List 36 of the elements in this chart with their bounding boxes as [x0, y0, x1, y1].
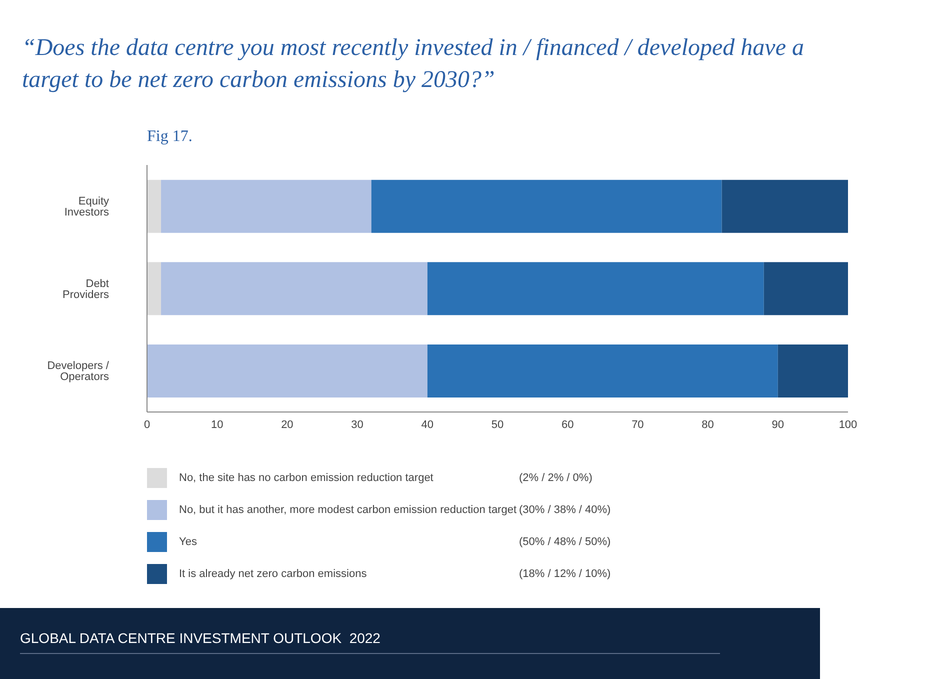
x-tick-label: 80 [702, 418, 714, 431]
y-tick-label: Equity Investors [64, 196, 110, 219]
legend-label: No, the site has no carbon emission reduction target [179, 472, 434, 484]
bar [427, 262, 764, 316]
legend-label: No, but it has another, more modest carbon emission reduction target [179, 504, 518, 516]
bar [371, 180, 722, 233]
chart-subtitle: Fig 17. [147, 128, 192, 146]
x-tick-label: 70 [632, 418, 644, 431]
x-tick-label: 90 [772, 418, 784, 431]
y-tick-label: Debt Providers [62, 278, 110, 301]
bar [161, 180, 372, 233]
text: (30% / 38% / 40%) [519, 504, 611, 516]
legend-label: Yes [179, 536, 198, 548]
text: (18% / 12% / 10%) [519, 568, 611, 580]
x-tick-label: 40 [421, 418, 434, 431]
bar [778, 344, 848, 398]
bar [722, 180, 848, 233]
x-tick-label: 60 [561, 418, 574, 431]
x-tick-label: 30 [351, 418, 364, 431]
x-tick-label: 100 [838, 418, 858, 431]
y-tick-label: Developers / Operators [47, 360, 110, 384]
bar [427, 344, 778, 398]
bar [147, 180, 162, 233]
text: GLOBAL DATA CENTRE INVESTMENT OUTLOOK 2022 [20, 630, 380, 646]
bar [147, 344, 428, 398]
x-tick-label: 20 [281, 418, 294, 431]
text: (50% / 48% / 50%) [519, 536, 611, 548]
x-tick-label: 10 [210, 418, 224, 431]
bar [147, 262, 162, 316]
x-tick-label: 50 [491, 418, 504, 431]
legend-label: It is already net zero carbon emissions [179, 568, 368, 580]
bar [764, 262, 848, 316]
chart-title: “Does the data centre you most recently invested in / financed / developed have a target to be net zero carbon emissions by 2030?” [22, 34, 805, 95]
x-tick-label: 0 [144, 418, 150, 431]
bar [161, 262, 428, 316]
text: (2% / 2% / 0%) [519, 472, 592, 484]
